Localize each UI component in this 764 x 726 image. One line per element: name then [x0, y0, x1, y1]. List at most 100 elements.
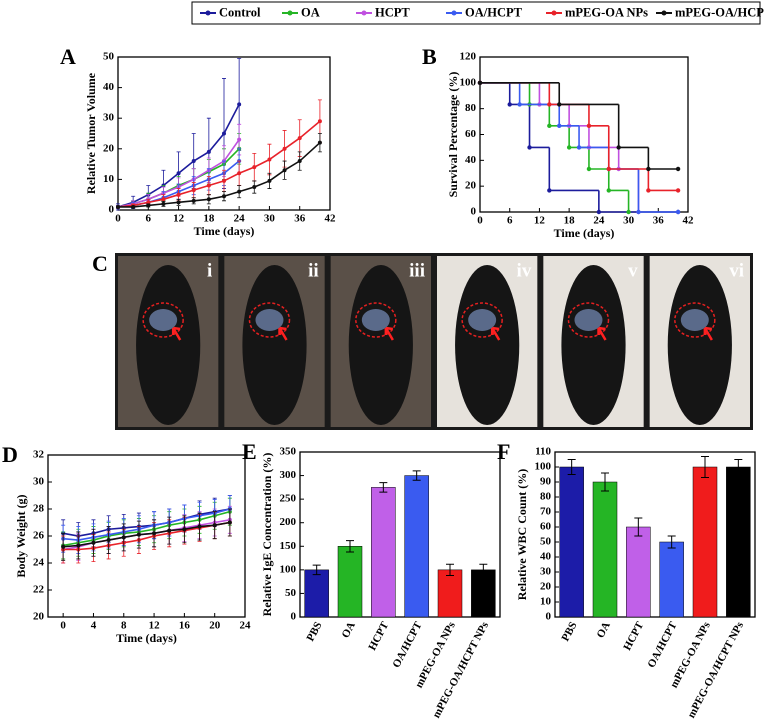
- legend-label: mPEG-OA NPs: [565, 5, 648, 19]
- legend-label: Control: [219, 5, 261, 19]
- error-bar: [567, 459, 576, 475]
- marker: [106, 538, 111, 543]
- marker: [252, 185, 257, 190]
- x-tick-label: 20: [209, 620, 221, 632]
- x-tick-label: 36: [294, 213, 306, 225]
- marker: [237, 137, 242, 142]
- marker: [675, 166, 681, 172]
- marker: [237, 189, 242, 194]
- photo-panel: i ii iii iv v vi: [115, 253, 753, 430]
- marker: [131, 204, 136, 209]
- error-bar: [412, 470, 421, 481]
- bar: [559, 466, 584, 618]
- marker: [227, 520, 232, 525]
- marker: [547, 102, 552, 107]
- x-tick-label: 18: [564, 215, 576, 227]
- tumor-circle: [461, 302, 503, 338]
- bar: [371, 487, 396, 618]
- legend-marker: [287, 10, 293, 16]
- x-tick-label: 24: [593, 215, 605, 227]
- marker: [527, 145, 532, 150]
- marker: [191, 198, 196, 203]
- x-tick-label: 12: [149, 620, 161, 632]
- tumor: [574, 309, 603, 331]
- y-tick-label: 300: [280, 469, 297, 481]
- y-tick-label: 110: [535, 446, 551, 458]
- marker: [237, 171, 242, 176]
- marker: [267, 157, 272, 162]
- y-tick-label: 120: [460, 51, 477, 63]
- tumor: [680, 309, 709, 331]
- y-tick-label: 20: [103, 142, 115, 154]
- marker: [282, 168, 287, 173]
- tumor-circle: [142, 302, 184, 338]
- bar: [592, 481, 618, 618]
- y-tick-label: 20: [540, 581, 552, 593]
- marker: [206, 183, 211, 188]
- error-bar: [601, 472, 609, 492]
- x-tick-label: 42: [683, 215, 695, 227]
- error-bar: [667, 535, 676, 549]
- marker: [517, 102, 522, 107]
- mouse-body: [561, 265, 626, 425]
- marker: [167, 528, 172, 533]
- bar: [726, 466, 751, 618]
- error-bar: [446, 563, 454, 577]
- y-tick-label: 70: [540, 506, 552, 518]
- legend-marker: [551, 10, 557, 16]
- y-tick-label: 0: [546, 611, 552, 623]
- legend-marker: [205, 10, 211, 16]
- y-tick-label: 250: [280, 493, 297, 505]
- series-line: [63, 508, 231, 541]
- error-bar: [379, 482, 388, 493]
- y-axis-title: Relative Tumor Volume: [84, 72, 98, 194]
- marker: [182, 527, 187, 532]
- marker: [191, 159, 196, 164]
- bar: [471, 569, 496, 618]
- series-line: [63, 521, 230, 548]
- x-tick-label: HCPT: [621, 619, 646, 652]
- x-tick-label: 16: [179, 620, 191, 632]
- tumor-circle: [674, 302, 716, 338]
- y-tick-label: 150: [280, 540, 297, 552]
- x-tick-label: 8: [121, 620, 127, 632]
- y-tick-label: 50: [103, 51, 115, 63]
- marker: [222, 194, 226, 199]
- bar: [404, 475, 429, 618]
- tumor: [255, 309, 284, 331]
- x-tick-label: 0: [477, 215, 483, 227]
- marker: [557, 123, 562, 129]
- x-tick-label: PBS: [559, 620, 579, 643]
- y-tick-label: 30: [540, 566, 552, 578]
- legend-marker: [451, 10, 457, 16]
- marker: [566, 145, 572, 150]
- marker: [586, 166, 592, 172]
- y-tick-label: 50: [540, 536, 552, 548]
- marker: [191, 188, 196, 193]
- marker: [176, 192, 181, 197]
- marker: [146, 203, 151, 208]
- marker: [586, 123, 592, 129]
- plot-frame: [117, 56, 331, 211]
- marker: [626, 209, 631, 215]
- bar: [659, 541, 684, 618]
- marker: [116, 204, 120, 209]
- x-tick-label: 6: [146, 213, 152, 225]
- y-tick-label: 80: [540, 491, 552, 503]
- y-tick-label: 80: [465, 102, 477, 114]
- marker: [91, 540, 96, 545]
- error-bar: [346, 540, 354, 553]
- marker: [596, 209, 602, 215]
- mouse-body: [455, 265, 520, 425]
- tumor: [149, 309, 178, 331]
- tumor: [468, 309, 497, 331]
- y-tick-label: 0: [471, 206, 477, 218]
- error-bar: [479, 563, 488, 577]
- x-tick-label: 0: [115, 213, 121, 225]
- y-tick-label: 60: [540, 521, 552, 533]
- y-tick-label: 28: [33, 503, 45, 515]
- mouse-body: [136, 265, 201, 425]
- error-bar: [634, 517, 643, 537]
- y-tick-label: 100: [280, 563, 297, 575]
